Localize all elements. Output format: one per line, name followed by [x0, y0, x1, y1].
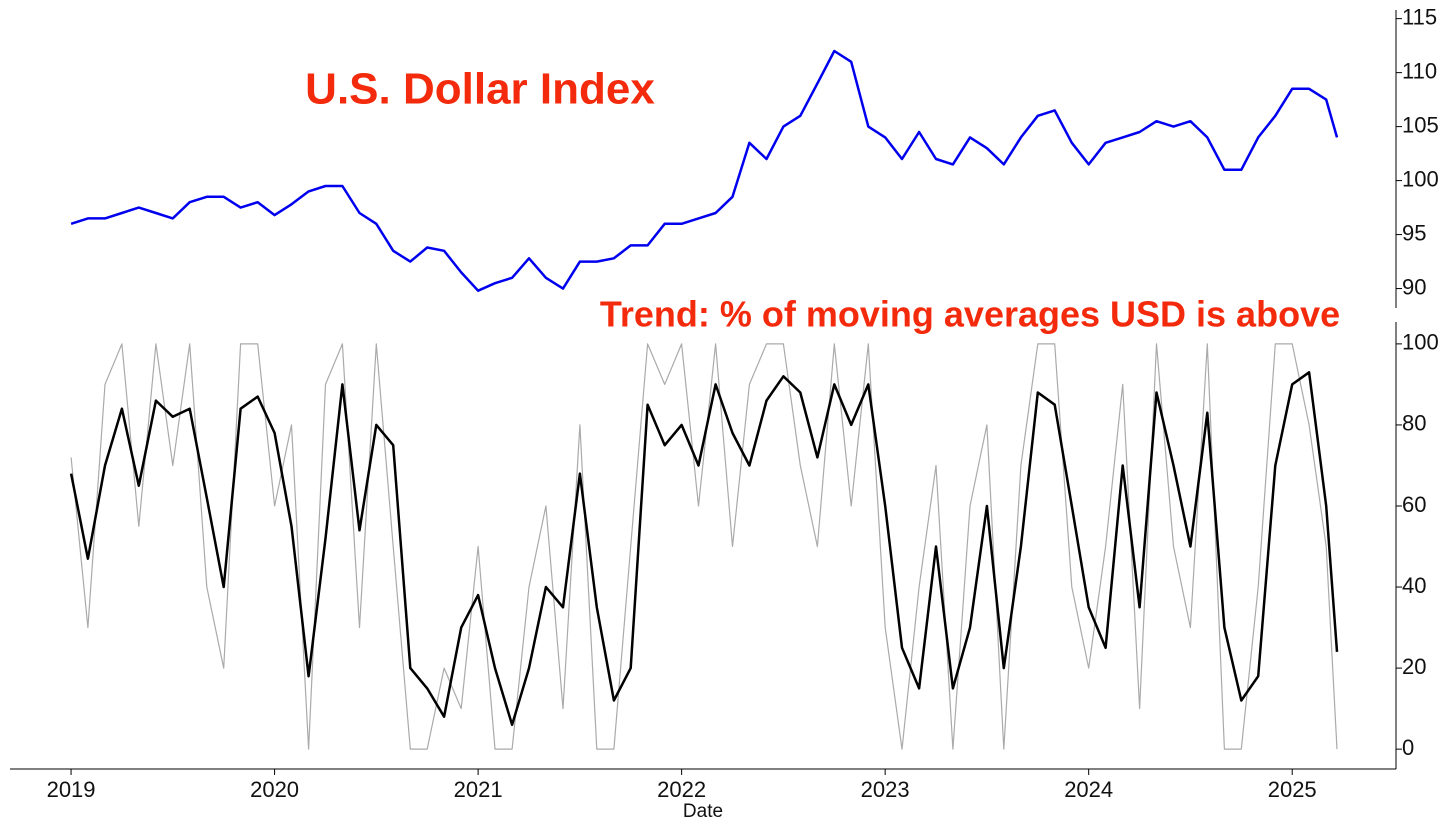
- y-tick-label: 110: [1402, 58, 1437, 83]
- x-tick-label: 2022: [657, 777, 706, 802]
- x-tick-label: 2021: [454, 777, 503, 802]
- y-tick-label: 100: [1402, 330, 1439, 355]
- data-line: [70, 49, 1339, 292]
- x-tick-label: 2019: [47, 777, 96, 802]
- data-line: [69, 371, 1339, 727]
- chart-title: U.S. Dollar Index: [305, 65, 655, 114]
- y-tick-label: 20: [1402, 654, 1426, 679]
- chart-title: Trend: % of moving averages USD is above: [600, 294, 1340, 335]
- y-tick-label: 40: [1402, 573, 1426, 598]
- x-axis-label: Date: [683, 801, 723, 822]
- y-tick-label: 115: [1402, 4, 1437, 29]
- x-tick-label: 2023: [861, 777, 910, 802]
- y-tick-label: 60: [1402, 492, 1426, 517]
- y-tick-label: 90: [1402, 274, 1426, 299]
- y-tick-label: 80: [1402, 411, 1426, 436]
- x-tick-label: 2025: [1268, 777, 1317, 802]
- y-tick-label: 95: [1402, 220, 1426, 245]
- x-tick-label: 2024: [1064, 777, 1113, 802]
- y-tick-label: 105: [1402, 112, 1439, 137]
- x-tick-label: 2020: [250, 777, 299, 802]
- y-tick-label: 100: [1402, 166, 1439, 191]
- y-tick-label: 0: [1402, 735, 1414, 760]
